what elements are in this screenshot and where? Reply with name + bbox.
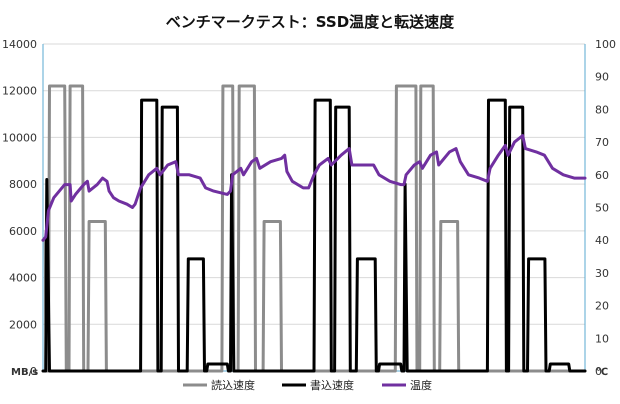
legend-label-0: 読込速度 (211, 378, 255, 392)
series-line-2 (41, 134, 587, 242)
y-right-tick-label: 80 (595, 103, 609, 116)
y-left-tick-label: 14000 (2, 38, 37, 51)
series-line-0 (41, 84, 587, 373)
y-left-tick-label: 2000 (9, 318, 37, 331)
y-right-tick-label: 90 (595, 71, 609, 84)
y-right-tick-label: 100 (595, 38, 616, 51)
series-line-1 (41, 98, 587, 373)
axes: 0 2000 4000 6000 8000 10000 12000 14000 0 10 20 30 4… (2, 38, 616, 378)
legend: 読込速度 書込速度 温度 (183, 378, 432, 392)
legend-label-1: 書込速度 (310, 378, 354, 392)
chart-title: ベンチマークテスト：SSD温度と転送速度 (165, 13, 455, 31)
y-right-tick-label: 0 (595, 365, 602, 378)
y-left-tick-label: 10000 (2, 131, 37, 144)
series-lines (41, 84, 587, 373)
y-right-tick-label: 20 (595, 300, 609, 313)
y-right-tick-label: 40 (595, 234, 609, 247)
y-left-axis-unit: MB/s (11, 367, 38, 378)
y-right-tick-label: 30 (595, 267, 609, 280)
y-right-tick-label: 60 (595, 169, 609, 182)
y-left-tick-label: 6000 (9, 225, 37, 238)
legend-label-2: 温度 (410, 378, 432, 392)
y-left-tick-label: 0 (30, 365, 37, 378)
y-right-axis-unit: ℃ (596, 367, 608, 378)
y-left-tick-label: 12000 (2, 85, 37, 98)
y-right-tick-label: 70 (595, 136, 609, 149)
y-left-tick-label: 4000 (9, 272, 37, 285)
y-left-tick-label: 8000 (9, 178, 37, 191)
y-right-tick-label: 10 (595, 332, 609, 345)
y-right-tick-label: 50 (595, 202, 609, 215)
